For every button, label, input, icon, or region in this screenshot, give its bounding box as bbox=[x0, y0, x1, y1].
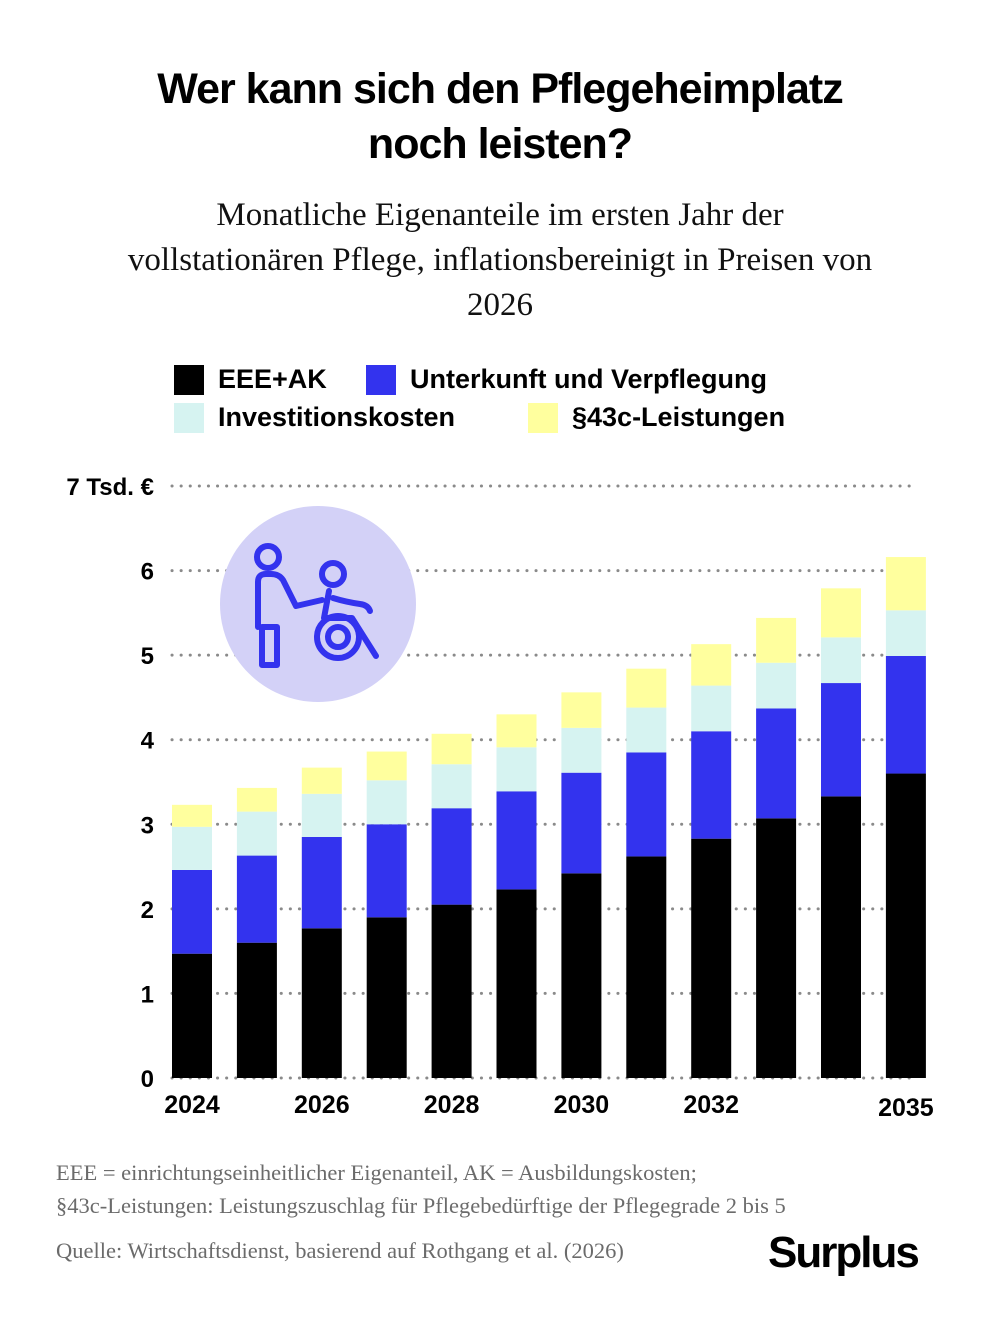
x-tick-label: 2030 bbox=[554, 1091, 610, 1119]
bar-segment bbox=[885, 655, 926, 774]
x-tick-label: 2032 bbox=[683, 1091, 739, 1119]
bar-segment bbox=[366, 751, 407, 781]
bar-segment bbox=[626, 668, 667, 708]
grid-lines bbox=[170, 484, 920, 1080]
x-axis-tick-labels: 2024 2026 2028 2030 2032 2035 bbox=[164, 1091, 934, 1122]
chart-subtitle-line1: Monatliche Eigenanteile im ersten Jahr d… bbox=[216, 197, 784, 233]
caregiver-wheelchair-icon bbox=[220, 506, 416, 702]
bar-segment bbox=[756, 818, 797, 1078]
bar-segment bbox=[172, 869, 212, 954]
legend-item-eee-ak: EEE+AK bbox=[174, 364, 327, 395]
chart-title-line2: noch leisten? bbox=[367, 120, 633, 168]
x-tick-label: 2028 bbox=[424, 1091, 480, 1119]
chart-title-line1: Wer kann sich den Pflegeheimplatz bbox=[157, 65, 843, 113]
bar-segment bbox=[885, 773, 926, 1078]
bar-segment bbox=[301, 767, 342, 794]
bar-segment bbox=[626, 707, 667, 753]
bar-segment bbox=[366, 824, 407, 918]
y-tick-label: 1 bbox=[141, 981, 154, 1008]
bar-segment bbox=[496, 714, 537, 748]
footnote-line2: §43c-Leistungen: Leistungszuschlag für P… bbox=[56, 1193, 786, 1218]
legend-label-investitionskosten: Investitionskosten bbox=[218, 402, 456, 432]
bar-segment bbox=[561, 873, 602, 1078]
bar-segment bbox=[236, 787, 277, 812]
bar-segment bbox=[431, 904, 472, 1078]
bar-segment bbox=[626, 752, 667, 857]
bars bbox=[172, 557, 926, 1078]
bar-segment bbox=[301, 836, 342, 929]
y-tick-label: 3 bbox=[141, 812, 154, 839]
bar-segment bbox=[561, 727, 602, 773]
bar-segment bbox=[366, 780, 407, 825]
bar-segment bbox=[431, 733, 472, 765]
y-tick-label: 5 bbox=[141, 643, 154, 670]
chart-subtitle-line2: vollstationären Pflege, inflationsberein… bbox=[127, 242, 873, 278]
footnote: EEE = einrichtungseinheitlicher Eigenant… bbox=[56, 1156, 956, 1222]
bar-segment bbox=[236, 942, 277, 1078]
y-tick-label: 2 bbox=[141, 897, 154, 924]
chart-subtitle-line3: 2026 bbox=[467, 287, 533, 323]
bar-segment bbox=[561, 692, 602, 728]
bar-segment bbox=[821, 796, 861, 1078]
x-tick-label: 2026 bbox=[294, 1091, 350, 1119]
bar-segment bbox=[172, 804, 212, 827]
bar-segment bbox=[691, 838, 732, 1078]
bar-segment bbox=[626, 856, 667, 1078]
legend-swatch-investitionskosten bbox=[174, 402, 204, 433]
legend-label-unterkunft: Unterkunft und Verpflegung bbox=[410, 364, 767, 394]
bar-segment bbox=[821, 588, 861, 638]
legend-swatch-unterkunft bbox=[366, 364, 396, 395]
bar-segment bbox=[885, 610, 926, 656]
bar-segment bbox=[821, 683, 861, 797]
bar-segment bbox=[561, 772, 602, 874]
source-note: Quelle: Wirtschaftsdienst, basierend auf… bbox=[56, 1238, 624, 1263]
x-tick-label: 2024 bbox=[164, 1091, 220, 1119]
y-tick-label: 0 bbox=[141, 1066, 154, 1093]
bar-segment bbox=[756, 708, 797, 819]
bar-segment bbox=[172, 953, 212, 1078]
bar-segment bbox=[301, 793, 342, 837]
x-tick-label: 2035 bbox=[878, 1094, 934, 1122]
bar-segment bbox=[172, 826, 212, 870]
legend-swatch-43c bbox=[528, 402, 558, 433]
legend-item-investitionskosten: Investitionskosten bbox=[174, 402, 455, 433]
surplus-logo: Surplus bbox=[768, 1228, 920, 1277]
legend-swatch-eee-ak bbox=[174, 364, 204, 395]
y-tick-label: 6 bbox=[141, 559, 154, 586]
bar-segment bbox=[691, 731, 732, 839]
bar-segment bbox=[431, 808, 472, 905]
bar-segment bbox=[431, 764, 472, 809]
y-tick-label: 7 Tsd. € bbox=[66, 474, 154, 501]
bar-segment bbox=[301, 928, 342, 1078]
legend-item-43c: §43c-Leistungen bbox=[528, 402, 785, 433]
bar-segment bbox=[821, 637, 861, 684]
chart-title: Wer kann sich den Pflegeheimplatz noch l… bbox=[40, 62, 960, 172]
bar-segment bbox=[756, 617, 797, 663]
bar-segment bbox=[236, 855, 277, 943]
bar-segment bbox=[691, 685, 732, 732]
bar-segment bbox=[496, 791, 537, 890]
bar-segment bbox=[885, 557, 926, 611]
y-axis-tick-labels: 0 1 2 3 4 5 6 7 Tsd. € bbox=[66, 474, 154, 1093]
legend-label-43c: §43c-Leistungen bbox=[572, 402, 786, 432]
bar-segment bbox=[496, 889, 537, 1078]
bar-segment bbox=[366, 917, 407, 1078]
y-tick-label: 4 bbox=[141, 728, 155, 755]
chart-subtitle: Monatliche Eigenanteile im ersten Jahr d… bbox=[40, 193, 960, 328]
legend-label-eee-ak: EEE+AK bbox=[218, 364, 327, 394]
bar-segment bbox=[756, 662, 797, 709]
bar-segment bbox=[236, 811, 277, 856]
legend-item-unterkunft: Unterkunft und Verpflegung bbox=[366, 364, 767, 395]
footnote-line1: EEE = einrichtungseinheitlicher Eigenant… bbox=[56, 1160, 697, 1185]
bar-segment bbox=[691, 644, 732, 686]
bar-segment bbox=[496, 747, 537, 792]
